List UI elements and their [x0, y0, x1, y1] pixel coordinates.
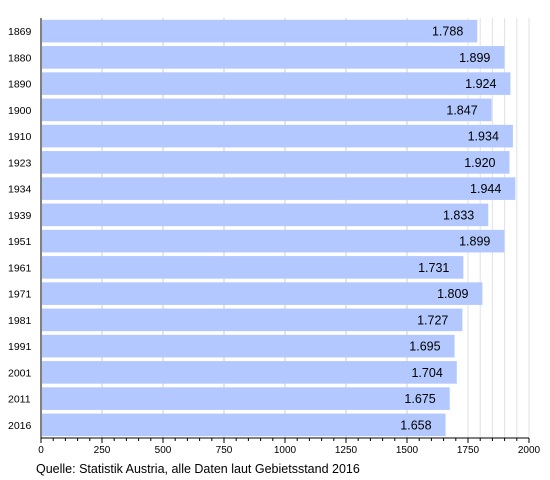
x-tick-label: 1000 — [274, 445, 297, 456]
bar-value-label: 1.899 — [459, 51, 490, 65]
bar — [42, 19, 478, 43]
bar-value-label: 1.658 — [400, 418, 431, 432]
bar-value-label: 1.704 — [411, 366, 442, 380]
category-label: 1951 — [8, 236, 32, 248]
x-tick-label: 2000 — [518, 445, 541, 456]
bar — [42, 98, 492, 122]
bar — [42, 177, 516, 200]
x-tick-label: 1250 — [335, 445, 358, 456]
bar-value-label: 1.924 — [465, 77, 496, 91]
bar — [42, 256, 464, 279]
bar-value-label: 1.899 — [459, 235, 490, 249]
bar-value-label: 1.809 — [437, 287, 468, 301]
category-label: 1934 — [8, 184, 32, 196]
category-label: 2011 — [8, 394, 31, 406]
category-label: 1939 — [8, 210, 32, 222]
bar-value-label: 1.675 — [404, 392, 435, 406]
bar-value-label: 1.695 — [409, 340, 440, 354]
category-label: 2016 — [8, 420, 32, 432]
bar-value-label: 1.731 — [418, 261, 449, 275]
bars: 1.788 1.899 1.924 1.847 1.934 1.920 1.944 1.833… — [42, 19, 516, 437]
bar-value-label: 1.788 — [432, 25, 463, 39]
bar — [42, 46, 505, 69]
category-label: 1981 — [8, 315, 32, 327]
bar — [42, 229, 505, 253]
bar — [42, 203, 489, 227]
category-label: 1900 — [8, 105, 32, 117]
bar-value-label: 1.727 — [417, 313, 448, 327]
bar-value-label: 1.847 — [446, 103, 477, 117]
bar-value-label: 1.934 — [468, 130, 499, 144]
bar — [42, 361, 457, 384]
bar-value-label: 1.833 — [443, 208, 474, 222]
bar-value-label: 1.920 — [464, 156, 495, 170]
bar — [42, 387, 450, 410]
category-label: 1991 — [8, 341, 32, 353]
bar — [42, 334, 455, 358]
x-tick-label: 1750 — [457, 445, 480, 456]
bar — [42, 413, 446, 437]
x-tick-label: 750 — [216, 445, 233, 456]
source-note: Quelle: Statistik Austria, alle Daten la… — [36, 462, 360, 476]
x-tick-label: 0 — [38, 445, 44, 456]
category-label: 1971 — [8, 289, 32, 301]
category-label: 1880 — [8, 52, 32, 64]
category-label: 1910 — [8, 131, 32, 143]
bar — [42, 151, 510, 174]
bar-value-label: 1.944 — [470, 182, 501, 196]
category-label: 2001 — [8, 367, 32, 379]
category-label: 1869 — [8, 26, 32, 38]
axes: 1869 1880 1890 1900 1910 1923 1934 1939 1951 1961… — [8, 18, 541, 456]
bar — [42, 282, 483, 305]
x-tick-label: 250 — [94, 445, 111, 456]
category-label: 1923 — [8, 157, 32, 169]
category-label: 1890 — [8, 79, 32, 91]
bar — [42, 72, 511, 95]
bar — [42, 124, 513, 148]
category-label: 1961 — [8, 262, 32, 274]
x-tick-label: 1500 — [396, 445, 419, 456]
x-tick-label: 500 — [155, 445, 172, 456]
bar — [42, 308, 463, 332]
